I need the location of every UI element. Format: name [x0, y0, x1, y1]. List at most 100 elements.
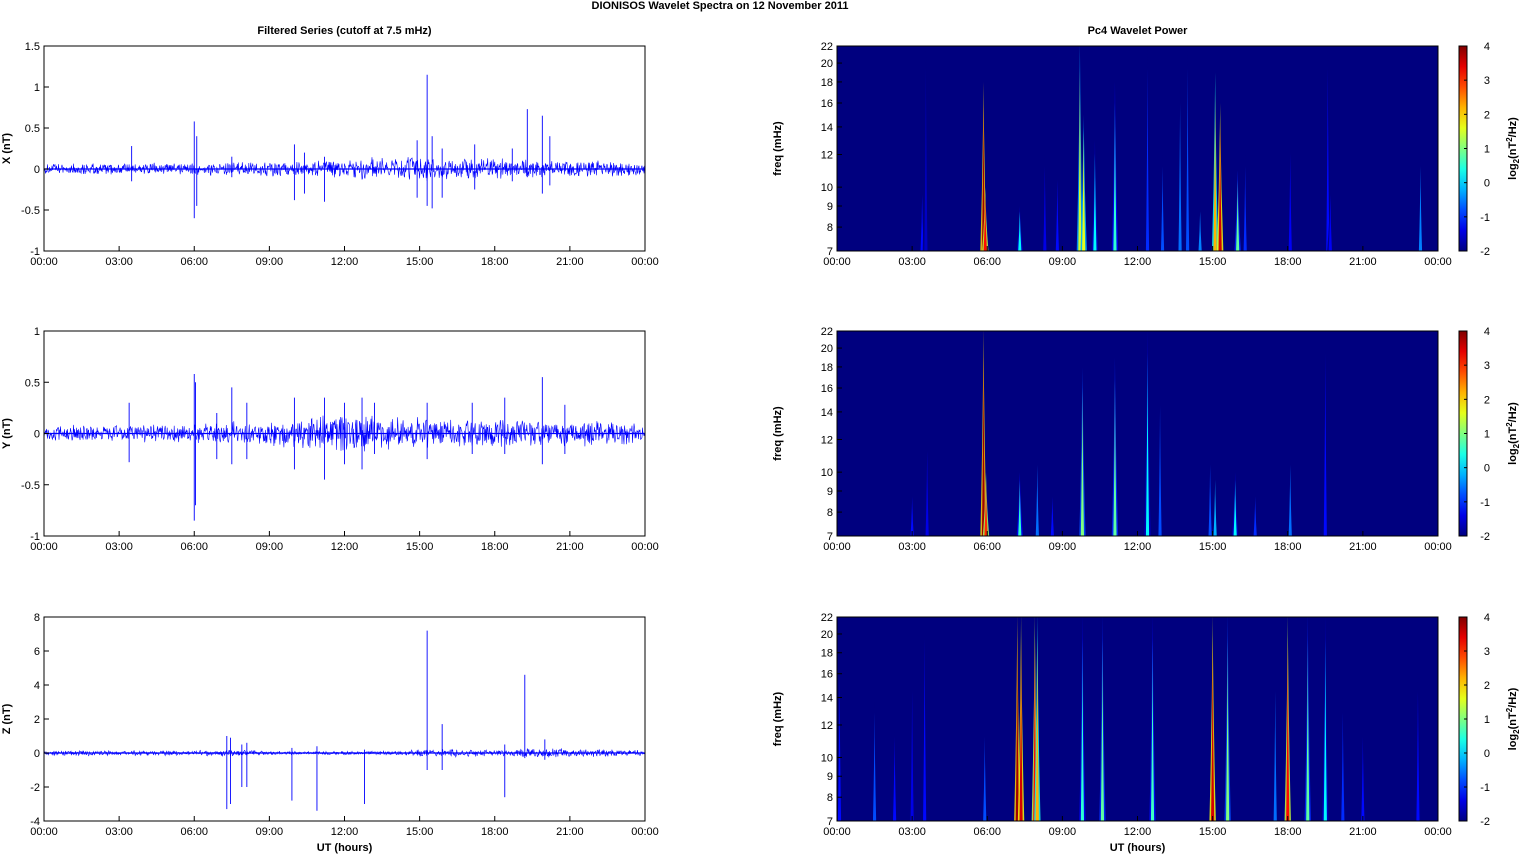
burst-core-x-4 — [1018, 211, 1022, 251]
xtick-label-spec-z-0: 00:00 — [823, 826, 851, 838]
burst-core-x-8 — [1082, 130, 1086, 251]
xtick-label-z-7: 21:00 — [556, 826, 584, 838]
spectrogram-x — [918, 46, 1424, 251]
ytick-label-z-0: -4 — [30, 816, 40, 828]
burst-core-x-20 — [1288, 153, 1292, 251]
xtick-label-spec-y-6: 18:00 — [1274, 541, 1302, 553]
xtick-label-spec-x-7: 21:00 — [1349, 256, 1377, 268]
xtick-label-spec-x-8: 00:00 — [1424, 256, 1452, 268]
colorbar-tick-label-x-2: 0 — [1484, 178, 1490, 190]
colorbar-tick-label-z-0: -2 — [1480, 816, 1490, 828]
burst-core-z-2 — [892, 736, 897, 821]
ytick-label-x-1: -0.5 — [21, 205, 40, 217]
burst-core-z-17 — [1306, 638, 1310, 821]
xtick-label-z-0: 00:00 — [30, 826, 58, 838]
ytick-label-x-0: -1 — [30, 246, 40, 258]
xtick-label-z-3: 09:00 — [256, 826, 284, 838]
ytick-label-spec-z-8: 20 — [821, 629, 833, 641]
burst-core-y-4 — [1018, 479, 1022, 536]
burst-core-y-11 — [1208, 464, 1212, 536]
xtick-label-z-1: 03:00 — [105, 826, 133, 838]
burst-core-x-13 — [1178, 102, 1182, 251]
burst-core-z-9 — [1035, 638, 1039, 821]
ytick-label-spec-z-1: 8 — [827, 792, 833, 804]
burst-core-y-7 — [1080, 387, 1085, 536]
xtick-label-y-4: 12:00 — [331, 541, 359, 553]
ytick-label-spec-x-5: 14 — [821, 122, 833, 134]
colorbar-tick-label-z-1: -1 — [1480, 782, 1490, 794]
burst-core-z-14 — [1226, 638, 1230, 821]
burst-core-z-13 — [1211, 638, 1215, 821]
burst-core-x-12 — [1160, 166, 1165, 251]
xtick-label-spec-y-7: 21:00 — [1349, 541, 1377, 553]
colorbar-tick-label-x-5: 3 — [1484, 75, 1490, 87]
xtick-label-x-6: 18:00 — [481, 256, 509, 268]
ytick-label-y-0: -1 — [30, 531, 40, 543]
burst-core-y-13 — [1233, 479, 1237, 536]
xtick-label-spec-z-6: 18:00 — [1274, 826, 1302, 838]
ytick-label-x-4: 1 — [34, 82, 40, 94]
ytick-label-spec-x-1: 8 — [827, 222, 833, 234]
left-column-title: Filtered Series (cutoff at 7.5 mHz) — [257, 25, 432, 37]
ylabel-x: X (nT) — [1, 133, 13, 164]
burst-core-x-15 — [1198, 211, 1202, 251]
ytick-label-spec-z-6: 16 — [821, 669, 833, 681]
burst-core-y-2 — [981, 352, 986, 536]
burst-core-x-22 — [1328, 194, 1332, 251]
xlabel-right: UT (hours) — [1110, 842, 1166, 854]
ytick-label-spec-x-7: 18 — [821, 77, 833, 89]
plot-area-z — [44, 617, 645, 821]
xtick-label-spec-z-7: 21:00 — [1349, 826, 1377, 838]
ytick-label-spec-y-4: 12 — [821, 435, 833, 447]
ytick-label-spec-y-5: 14 — [821, 407, 833, 419]
xtick-label-spec-y-2: 06:00 — [973, 541, 1001, 553]
burst-core-y-8 — [1113, 378, 1117, 536]
xtick-label-spec-z-3: 09:00 — [1049, 826, 1077, 838]
burst-core-y-16 — [1323, 352, 1327, 536]
xtick-label-z-6: 18:00 — [481, 826, 509, 838]
ytick-label-z-4: 4 — [34, 680, 40, 692]
ytick-label-spec-x-3: 10 — [821, 182, 833, 194]
burst-core-y-12 — [1213, 479, 1217, 536]
xtick-label-spec-y-1: 03:00 — [898, 541, 926, 553]
xtick-label-spec-y-8: 00:00 — [1424, 541, 1452, 553]
xtick-label-spec-y-5: 15:00 — [1199, 541, 1227, 553]
burst-core-x-3 — [983, 194, 987, 251]
burst-core-y-0 — [910, 496, 914, 536]
spectrogram-bg-z — [837, 617, 1438, 821]
colorbar-tick-label-z-3: 1 — [1484, 714, 1490, 726]
spectrogram-z — [837, 617, 1422, 821]
right-column-title: Pc4 Wavelet Power — [1087, 25, 1188, 37]
colorbar-label-y: log2(nT2/Hz) — [1505, 402, 1521, 465]
burst-core-y-9 — [1145, 352, 1150, 536]
colorbar-tick-label-y-0: -2 — [1480, 531, 1490, 543]
ytick-label-spec-y-3: 10 — [821, 467, 833, 479]
ytick-label-z-5: 6 — [34, 646, 40, 658]
xtick-label-spec-x-0: 00:00 — [823, 256, 851, 268]
burst-core-z-5 — [983, 736, 987, 821]
xtick-label-y-0: 00:00 — [30, 541, 58, 553]
ytick-label-x-2: 0 — [34, 164, 40, 176]
series-trace-x — [43, 157, 646, 182]
burst-core-z-21 — [1416, 691, 1420, 821]
ytick-label-z-1: -2 — [30, 782, 40, 794]
xtick-label-y-1: 03:00 — [105, 541, 133, 553]
burst-core-z-20 — [1361, 736, 1365, 821]
ytick-label-spec-z-0: 7 — [827, 816, 833, 828]
burst-core-x-2 — [981, 102, 986, 251]
ylabel-y: Y (nT) — [1, 418, 13, 449]
xtick-label-spec-x-3: 09:00 — [1049, 256, 1077, 268]
spectrogram-y — [908, 331, 1329, 536]
colorbar-label-x: log2(nT2/Hz) — [1505, 117, 1521, 180]
xtick-label-spec-x-6: 18:00 — [1274, 256, 1302, 268]
colorbar-tick-label-x-0: -2 — [1480, 246, 1490, 258]
burst-core-z-12 — [1150, 638, 1155, 821]
colorbar-tick-label-y-3: 1 — [1484, 429, 1490, 441]
xlabel-left: UT (hours) — [317, 842, 373, 854]
ytick-label-spec-z-7: 18 — [821, 648, 833, 660]
xtick-label-spec-y-3: 09:00 — [1049, 541, 1077, 553]
xtick-label-spec-z-1: 03:00 — [898, 826, 926, 838]
burst-core-x-17 — [1218, 120, 1222, 251]
colorbar-tick-label-z-2: 0 — [1484, 748, 1490, 760]
burst-core-z-11 — [1100, 638, 1105, 821]
